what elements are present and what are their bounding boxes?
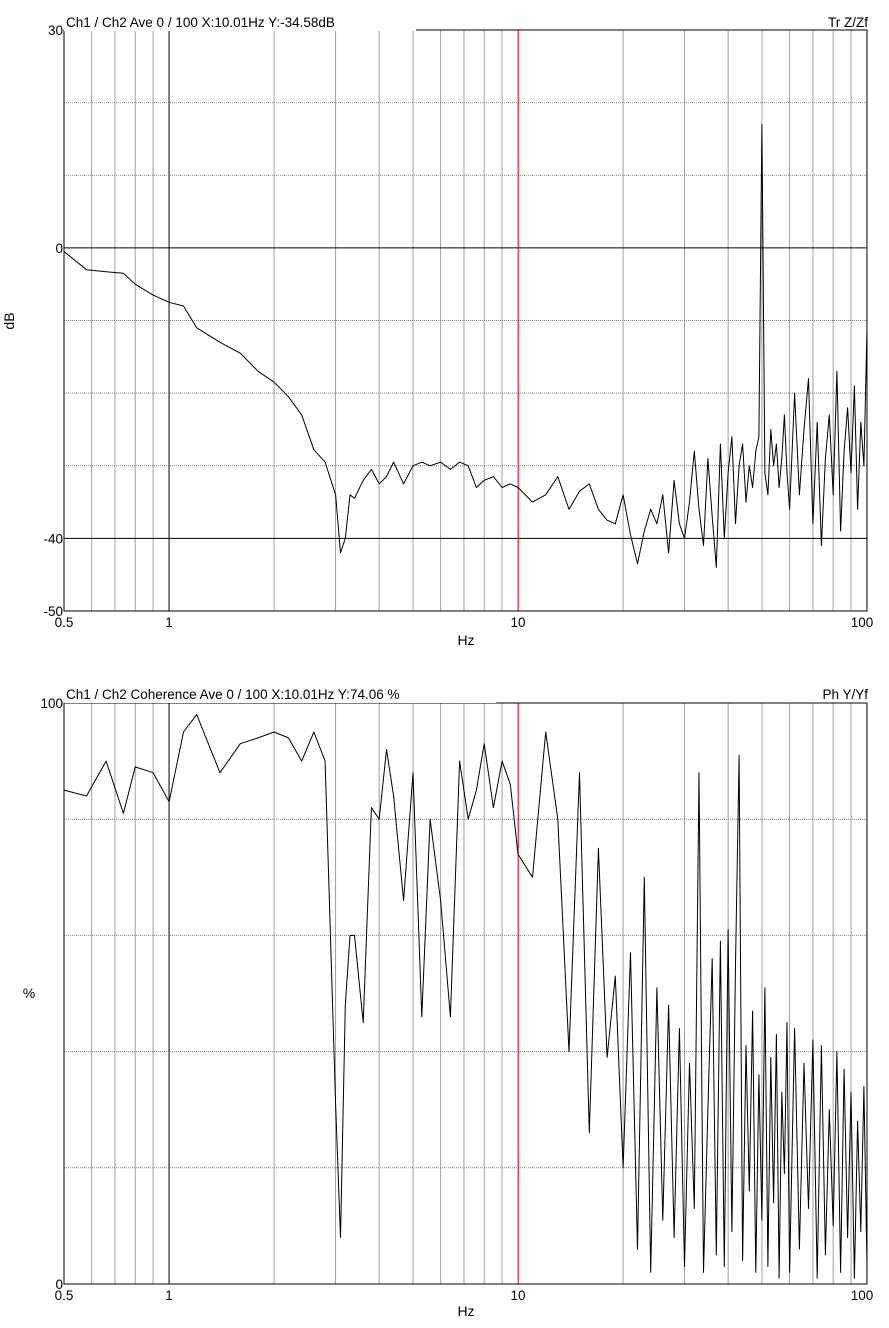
x-axis-label: Hz xyxy=(457,632,474,648)
x-axis-label: Hz xyxy=(457,1303,474,1319)
y-ticks: 100 0 xyxy=(40,696,63,1292)
coherence-plot: Ch1 / Ch2 Coherence Ave 0 / 100 X:10.01H… xyxy=(23,686,873,1319)
x-ticks: 0.5 1 10 100 xyxy=(55,615,874,630)
trace-layer xyxy=(63,123,868,568)
mode-label: Ph Y/Yf xyxy=(822,687,868,702)
trace-layer xyxy=(63,714,868,1279)
header-background xyxy=(64,14,416,31)
x-tick-label: 0.5 xyxy=(55,615,74,630)
chart-header: Ch1 / Ch2 Coherence Ave 0 / 100 X:10.01H… xyxy=(66,687,399,702)
x-tick-label: 100 xyxy=(851,1288,874,1303)
x-tick-label: 100 xyxy=(851,615,874,630)
plot-area xyxy=(64,30,867,611)
y-tick-label: 0 xyxy=(55,1277,63,1292)
y-tick-label: -40 xyxy=(43,531,63,546)
x-ticks: 0.5 1 10 100 xyxy=(55,1288,874,1303)
chart-header: Ch1 / Ch2 Ave 0 / 100 X:10.01Hz Y:-34.58… xyxy=(66,15,335,30)
x-tick-label: 10 xyxy=(511,615,526,630)
y-axis-label: % xyxy=(23,985,35,1001)
data-trace xyxy=(63,714,868,1279)
data-trace xyxy=(63,123,868,568)
x-tick-label: 1 xyxy=(165,1288,173,1303)
x-tick-label: 10 xyxy=(511,1288,526,1303)
y-tick-label: -50 xyxy=(43,604,63,619)
plot-frame xyxy=(63,29,868,612)
y-ticks: 30 0 -40 -50 xyxy=(43,23,63,619)
y-tick-label: 0 xyxy=(55,241,63,256)
y-axis-label: dB xyxy=(1,312,17,329)
header-background xyxy=(64,686,496,703)
magnitude-plot: Ch1 / Ch2 Ave 0 / 100 X:10.01Hz Y:-34.58… xyxy=(1,14,873,648)
x-tick-label: 0.5 xyxy=(55,1288,74,1303)
y-tick-label: 30 xyxy=(48,23,63,38)
plot-area xyxy=(64,703,867,1284)
x-tick-label: 1 xyxy=(165,615,173,630)
y-tick-label: 100 xyxy=(40,696,63,711)
mode-label: Tr Z/Zf xyxy=(828,15,868,30)
